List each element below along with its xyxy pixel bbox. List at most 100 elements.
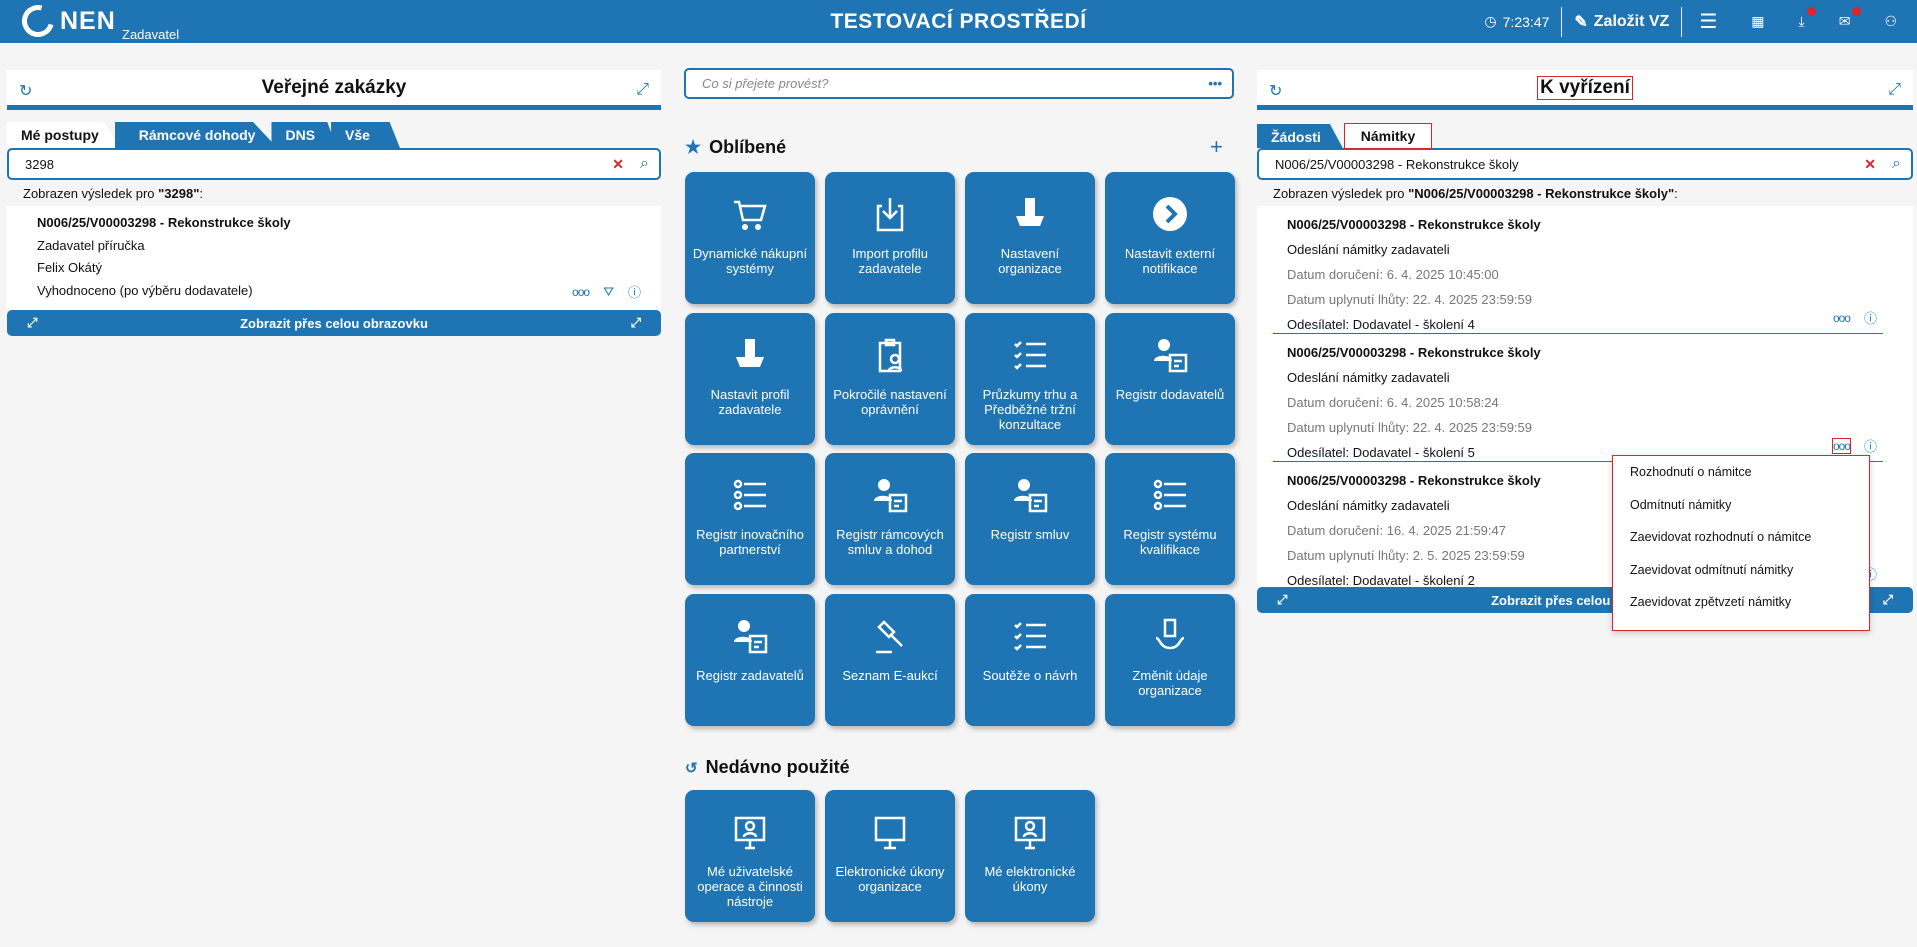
tile-chevron-circle[interactable]: Nastavit externí notifikace — [1105, 172, 1235, 304]
expand-icon[interactable]: ⤢ — [636, 81, 649, 98]
messages-button[interactable]: ✉ — [1822, 0, 1868, 43]
info-icon[interactable]: ⓘ — [1863, 439, 1877, 454]
info-icon[interactable]: ⓘ — [627, 285, 641, 300]
more-icon[interactable]: ooo — [1832, 310, 1851, 325]
refresh-icon[interactable]: ↻ — [19, 83, 33, 100]
tile-label: Registr smluv — [990, 527, 1070, 542]
change-organization-icon — [1155, 618, 1185, 649]
nen-logo[interactable]: NEN Zadavatel — [16, 0, 179, 43]
objection-item[interactable]: N006/25/V00003298 - Rekonstrukce školy O… — [1273, 334, 1883, 462]
tile-clipboard-user[interactable]: Pokročilé nastavení oprávnění — [825, 312, 955, 445]
tab-framework-agreements[interactable]: Rámcové dohody — [114, 122, 278, 148]
item-type: Odeslání námitky zadavateli — [1287, 370, 1450, 385]
item-deadline: Datum uplynutí lhůty: 2. 5. 2025 23:59:5… — [1287, 548, 1525, 563]
calendar-button[interactable]: ▦ — [1734, 0, 1781, 43]
tabs: Žádosti Námitky — [1257, 123, 1913, 149]
tile-monitor-user[interactable]: Mé uživatelské operace a činnosti nástro… — [685, 790, 815, 922]
calendar-icon: ▦ — [1751, 13, 1765, 29]
menu-item-rejection[interactable]: Odmítnutí námitky — [1630, 497, 1732, 512]
tile-label: Nastavení organizace — [998, 246, 1062, 276]
expand-icon[interactable]: ⤢ — [1888, 81, 1901, 98]
favorites-heading: ★ Oblíbené — [685, 137, 786, 158]
clear-icon[interactable]: ✕ — [1864, 155, 1877, 172]
filter-icon[interactable]: ⛛ — [603, 283, 614, 299]
tile-checklist[interactable]: Průzkumy trhu a Předběžné tržní konzulta… — [965, 312, 1095, 445]
tile-change-organization[interactable]: Změnit údaje organizace — [1105, 593, 1235, 726]
add-favorite-icon[interactable]: + — [1210, 134, 1223, 159]
notification-dot — [1806, 7, 1816, 16]
result-info: Zobrazen výsledek pro "N006/25/V00003298… — [1257, 180, 1913, 206]
tab-requests[interactable]: Žádosti — [1257, 124, 1343, 148]
tile-checklist[interactable]: Soutěže o návrh — [965, 593, 1095, 726]
list-icon — [733, 479, 766, 511]
search-icon[interactable]: ⌕ — [1892, 155, 1901, 172]
result-person: Felix Okátý — [37, 260, 103, 275]
search-icon[interactable]: ⌕ — [640, 155, 649, 172]
search-input[interactable]: N006/25/V00003298 - Rekonstrukce školy ✕… — [1257, 148, 1913, 180]
item-sender: Odesílatel: Dodavatel - školení 5 — [1287, 445, 1475, 460]
item-title[interactable]: N006/25/V00003298 - Rekonstrukce školy — [1287, 217, 1541, 232]
tile-list[interactable]: Registr systému kvalifikace — [1105, 453, 1235, 585]
item-sender: Odesílatel: Dodavatel - školení 2 — [1287, 573, 1475, 588]
tab-dns[interactable]: DNS — [271, 122, 338, 148]
tile-organization-gear[interactable]: Nastavit profil zadavatele — [685, 312, 815, 445]
monitor-icon — [874, 816, 906, 850]
expand-icon: ⤢ — [1882, 592, 1893, 607]
search-input[interactable]: 3298 ✕ ⌕ — [7, 148, 661, 180]
tab-my-procedures[interactable]: Mé postupy — [7, 122, 121, 148]
tile-user-register[interactable]: Registr rámcových smluv a dohod — [825, 453, 955, 585]
more-icon[interactable]: ooo — [1831, 437, 1851, 454]
downloads-button[interactable]: ⤓ — [1782, 0, 1822, 43]
item-title[interactable]: N006/25/V00003298 - Rekonstrukce školy — [1287, 473, 1541, 488]
tile-list[interactable]: Registr inovačního partnerství — [685, 453, 815, 585]
tile-label: Změnit údaje organizace — [1132, 667, 1208, 698]
gavel-icon — [876, 619, 903, 653]
tile-label: Pokročilé nastavení oprávnění — [833, 386, 947, 417]
item-delivered: Datum doručení: 6. 4. 2025 10:45:00 — [1287, 267, 1499, 282]
menu-item-register-withdrawal[interactable]: Zaevidovat zpětvzetí námitky — [1630, 595, 1792, 609]
result-title[interactable]: N006/25/V00003298 - Rekonstrukce školy — [37, 215, 291, 230]
tile-user-register[interactable]: Registr zadavatelů — [685, 593, 815, 726]
menu-item-register-decision[interactable]: Zaevidovat rozhodnutí o námitce — [1630, 530, 1812, 544]
edit-icon: ✎ — [1574, 13, 1588, 31]
more-icon[interactable]: ••• — [1208, 76, 1222, 91]
tile-user-register[interactable]: Registr smluv — [965, 453, 1095, 585]
result-item[interactable]: N006/25/V00003298 - Rekonstrukce školy Z… — [7, 206, 661, 310]
clear-icon[interactable]: ✕ — [612, 155, 625, 172]
time-text: 7:23:47 — [1502, 13, 1550, 30]
command-search-input[interactable]: Co si přejete provést? ••• — [684, 68, 1234, 99]
tile-import[interactable]: Import profilu zadavatele — [825, 172, 955, 304]
checklist-icon — [1014, 621, 1046, 651]
fullscreen-label: Zobrazit přes celou obrazovku — [240, 315, 428, 331]
tile-gavel[interactable]: Seznam E-aukcí — [825, 593, 955, 726]
tile-cart[interactable]: Dynamické nákupní systémy — [685, 172, 815, 304]
tile-monitor[interactable]: Elektronické úkony organizace — [825, 790, 955, 922]
to-do-panel: ↻ K vyřízení ⤢ Žádosti Námitky N006/25/V… — [1257, 70, 1913, 613]
tile-label: Seznam E-aukcí — [842, 667, 938, 683]
list-icon — [1153, 479, 1186, 511]
tile-organization-gear[interactable]: Nastavení organizace — [965, 172, 1095, 304]
fullscreen-button[interactable]: ⤢ Zobrazit přes celou obrazovku ⤢ — [7, 310, 661, 336]
create-vz-button[interactable]: ✎ Založit VZ — [1562, 0, 1681, 43]
item-delivered: Datum doručení: 16. 4. 2025 21:59:47 — [1287, 523, 1506, 538]
tile-label: Soutěže o návrh — [982, 667, 1078, 683]
search-placeholder: Co si přejete provést? — [702, 76, 829, 91]
recent-heading: ↺ Nedávno použité — [685, 757, 850, 778]
more-icon[interactable]: ooo — [572, 284, 590, 299]
panel-header: ↻ K vyřízení ⤢ — [1257, 70, 1913, 110]
tile-user-register[interactable]: Registr dodavatelů — [1105, 312, 1235, 445]
menu-item-register-rejection[interactable]: Zaevidovat odmítnutí námitky — [1630, 562, 1794, 577]
tile-monitor-user[interactable]: Mé elektronické úkony — [965, 790, 1095, 922]
menu-item-decision[interactable]: Rozhodnutí o námitce — [1630, 465, 1752, 479]
tab-objections[interactable]: Námitky — [1343, 123, 1433, 149]
tab-all[interactable]: Vše — [331, 122, 400, 148]
actions-dropdown-menu: Rozhodnutí o námitce Odmítnutí námitky Z… — [1612, 455, 1870, 631]
refresh-icon[interactable]: ↻ — [1269, 83, 1283, 100]
menu-button[interactable]: ☰ — [1682, 0, 1734, 43]
divider — [1561, 6, 1563, 37]
search-value: 3298 — [25, 156, 54, 172]
objection-item[interactable]: N006/25/V00003298 - Rekonstrukce školy O… — [1273, 206, 1883, 334]
info-icon[interactable]: ⓘ — [1863, 311, 1877, 326]
item-title[interactable]: N006/25/V00003298 - Rekonstrukce školy — [1287, 345, 1541, 360]
user-button[interactable]: ⚇ — [1867, 0, 1917, 43]
